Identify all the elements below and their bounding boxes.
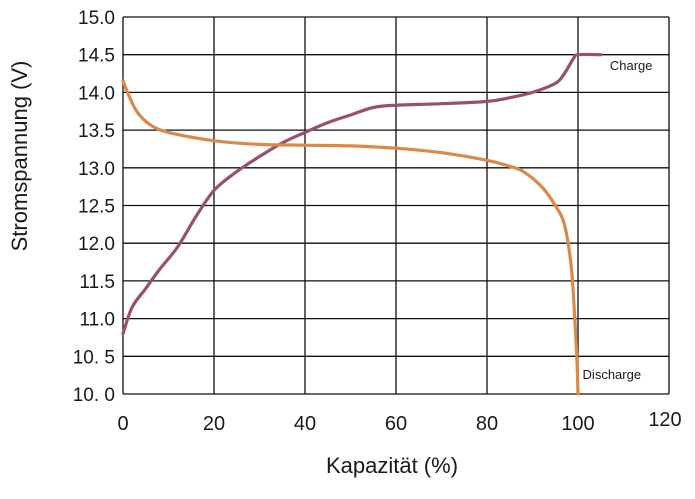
- y-tick-label: 14.0: [78, 83, 115, 104]
- x-tick-label: 80: [476, 413, 498, 435]
- x-tick-label: 120: [648, 409, 681, 431]
- y-tick-label: 11.0: [79, 310, 115, 331]
- x-tick-label: 20: [203, 413, 225, 435]
- x-tick-label: 100: [561, 413, 594, 435]
- y-tick-label: 11.5: [79, 272, 115, 293]
- y-tick-label: 13.0: [78, 159, 115, 180]
- y-axis-label: Stromspannung (V): [7, 61, 32, 252]
- x-axis-label: Kapazität (%): [326, 453, 458, 478]
- y-tick-label: 12.5: [78, 197, 115, 218]
- x-tick-label: 0: [117, 413, 128, 435]
- annotations: Charge Discharge: [583, 58, 653, 382]
- annotation-charge: Charge: [610, 58, 653, 73]
- y-tick-label: 13.5: [78, 121, 115, 142]
- y-tick-label: 12.0: [78, 234, 115, 255]
- annotation-discharge: Discharge: [583, 367, 642, 382]
- y-tick-label: 15.0: [78, 8, 115, 29]
- y-tick-label: 10. 0: [73, 385, 115, 406]
- series-lines: [121, 52, 603, 396]
- y-tick-label: 10. 5: [73, 347, 115, 368]
- y-tick-label: 14.5: [78, 46, 115, 67]
- x-tick-label: 40: [294, 413, 316, 435]
- x-tick-label: 60: [385, 413, 407, 435]
- series-line-charge: [121, 52, 603, 336]
- series-line-discharge: [121, 79, 580, 396]
- tick-labels: 10. 0 10. 5 11.0 11.5 12.0 12.5 13.0 13.5 14.0 14…: [73, 8, 682, 435]
